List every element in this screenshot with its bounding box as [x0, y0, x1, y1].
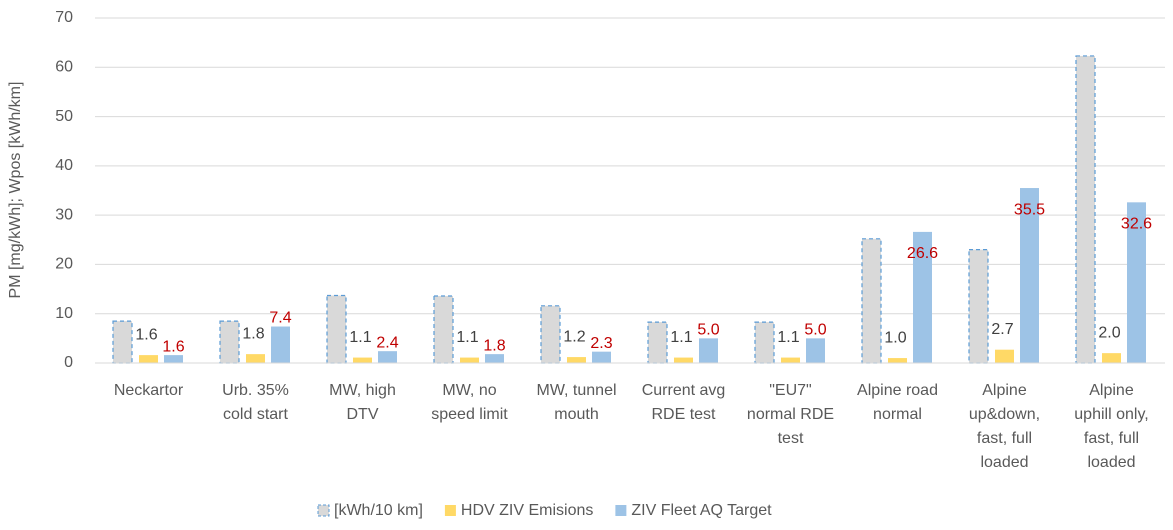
x-tick-label: Alpine road [857, 382, 938, 399]
data-label: 1.1 [456, 329, 478, 346]
x-tick-label: MW, tunnel [536, 382, 616, 399]
bar [219, 320, 240, 364]
bar [567, 357, 586, 363]
bar [754, 321, 775, 364]
data-label: 1.6 [135, 326, 157, 343]
data-label: 7.4 [269, 310, 291, 327]
data-label: 2.7 [991, 321, 1013, 338]
x-tick-label: cold start [223, 406, 288, 423]
x-tick-label: Current avg [642, 382, 726, 399]
bar [699, 338, 718, 363]
bar [485, 354, 504, 363]
y-tick-label: 10 [55, 305, 73, 322]
data-label: 2.3 [590, 335, 612, 352]
data-label: 32.6 [1121, 216, 1152, 233]
data-label: 2.4 [376, 334, 398, 351]
x-tick-label: loaded [980, 454, 1028, 471]
data-label: 5.0 [697, 322, 719, 339]
bar [353, 357, 372, 363]
y-tick-label: 30 [55, 206, 73, 223]
x-tick-label: DTV [347, 406, 379, 423]
x-tick-label: test [778, 430, 804, 447]
bar [1075, 55, 1096, 364]
bar [888, 358, 907, 363]
x-tick-label: up&down, [969, 406, 1040, 423]
x-tick-label: fast, full [1084, 430, 1139, 447]
legend-label: [kWh/10 km] [334, 502, 423, 519]
bar [271, 326, 290, 363]
y-tick-label: 40 [55, 157, 73, 174]
x-tick-label: speed limit [431, 406, 508, 423]
data-label: 1.6 [162, 338, 184, 355]
bar [460, 357, 479, 363]
data-label: 2.0 [1098, 324, 1120, 341]
bar [326, 294, 347, 364]
bar [1127, 202, 1146, 363]
y-tick-label: 60 [55, 59, 73, 76]
bar [861, 238, 882, 364]
legend-marker [615, 505, 627, 516]
data-label: 1.1 [777, 329, 799, 346]
bar [246, 354, 265, 363]
y-tick-label: 20 [55, 256, 73, 273]
data-label: 35.5 [1014, 201, 1045, 218]
y-tick-label: 50 [55, 108, 73, 125]
bar [1102, 353, 1121, 363]
x-tick-label: normal [873, 406, 922, 423]
x-tick-label: RDE test [651, 406, 716, 423]
data-label: 1.1 [349, 329, 371, 346]
x-tick-label: Alpine [982, 382, 1027, 399]
bar [540, 305, 561, 364]
data-label: 26.6 [907, 245, 938, 262]
x-tick-label: Neckartor [114, 382, 184, 399]
data-label: 5.0 [804, 322, 826, 339]
bar [433, 295, 454, 364]
bar [592, 351, 611, 363]
y-tick-label: 70 [55, 9, 73, 26]
x-tick-label: "EU7" [769, 382, 811, 399]
y-axis-title: PM [mg/kWh]; Wpos [kWh/km] [7, 82, 24, 299]
bar [378, 351, 397, 363]
legend-label: ZIV Fleet AQ Target [631, 502, 772, 519]
data-label: 1.8 [242, 325, 264, 342]
x-tick-label: loaded [1087, 454, 1135, 471]
legend-label: HDV ZIV Emisions [461, 502, 593, 519]
bar [968, 249, 989, 364]
bar [995, 349, 1014, 363]
x-tick-label: Urb. 35% [222, 382, 289, 399]
data-label: 1.0 [884, 329, 906, 346]
legend-marker [444, 505, 456, 516]
bar [1020, 188, 1039, 363]
x-tick-label: MW, high [329, 382, 396, 399]
x-tick-label: uphill only, [1074, 406, 1148, 423]
legend-marker [317, 504, 330, 517]
x-tick-label: normal RDE [747, 406, 834, 423]
data-label: 1.2 [563, 328, 585, 345]
bar [647, 321, 668, 364]
x-tick-label: mouth [554, 406, 598, 423]
bar [674, 357, 693, 363]
y-tick-label: 0 [64, 354, 73, 371]
bar [806, 338, 825, 363]
x-tick-label: Alpine [1089, 382, 1134, 399]
x-tick-label: MW, no [442, 382, 496, 399]
data-label: 1.1 [670, 329, 692, 346]
bar [164, 355, 183, 363]
bar [913, 231, 932, 363]
bar [139, 355, 158, 363]
bar [112, 320, 133, 364]
bar [781, 357, 800, 363]
x-tick-label: fast, full [977, 430, 1032, 447]
data-label: 1.8 [483, 337, 505, 354]
